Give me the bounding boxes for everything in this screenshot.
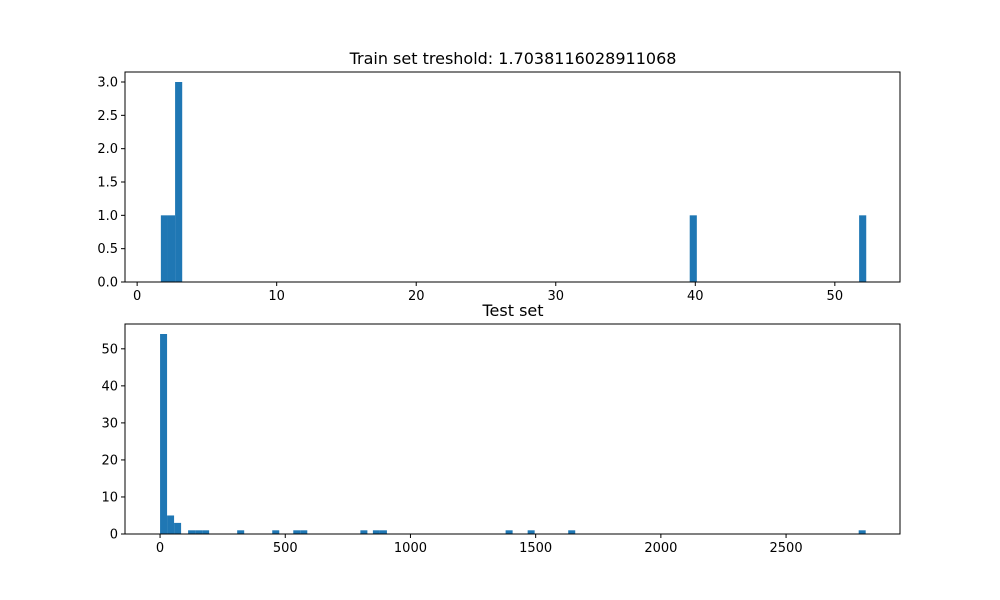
- test-chart-title: Test set: [481, 301, 543, 320]
- test-x-tick-label: 1500: [519, 541, 552, 556]
- test-axes-frame: [124, 323, 901, 535]
- train-histogram-bar: [859, 215, 867, 282]
- test-histogram-bar: [527, 530, 535, 534]
- train-y-tick-label: 1.0: [97, 209, 118, 224]
- train-y-tick-label: 1.5: [97, 176, 118, 191]
- train-bars: [160, 82, 867, 282]
- test-histogram-bar: [188, 530, 196, 534]
- train-histogram: Train set treshold: 1.7038116028911068 0…: [97, 49, 901, 304]
- test-histogram: Test set 0 500 1000 1500 2000 2500 0 10 20 30 40 5…: [101, 301, 901, 556]
- train-x-tick-label: 30: [547, 289, 564, 304]
- test-histogram-bar: [360, 530, 368, 534]
- test-x-tick-label: 500: [273, 541, 298, 556]
- train-histogram-bar: [167, 215, 176, 282]
- train-x-tick-label: 0: [133, 289, 141, 304]
- test-histogram-bar: [858, 530, 866, 534]
- train-x-tick-label: 40: [687, 289, 704, 304]
- test-x-tick-label: 2000: [644, 541, 677, 556]
- test-y-tick-label: 20: [101, 453, 118, 468]
- train-histogram-bar: [689, 215, 697, 282]
- test-histogram-bar: [568, 530, 576, 534]
- test-y-tick-label: 0: [110, 528, 118, 543]
- train-histogram-bar: [175, 82, 183, 282]
- test-y-tick-label: 30: [101, 416, 118, 431]
- train-y-tick-label: 3.0: [97, 76, 118, 91]
- test-histogram-bar: [160, 334, 168, 534]
- train-y-tick-label: 0.5: [97, 242, 118, 257]
- train-y-axis-ticks: 0.0 0.5 1.0 1.5 2.0 2.5 3.0: [97, 76, 125, 291]
- train-histogram-bar: [160, 215, 168, 282]
- train-chart-title: Train set treshold: 1.7038116028911068: [349, 49, 677, 68]
- test-x-tick-label: 0: [156, 541, 164, 556]
- test-histogram-bar: [372, 530, 380, 534]
- train-x-tick-label: 50: [827, 289, 844, 304]
- train-x-axis-ticks: 0 10 20 30 40 50: [133, 282, 843, 304]
- test-y-tick-label: 10: [101, 490, 118, 505]
- train-x-tick-label: 10: [268, 289, 285, 304]
- test-histogram-bar: [505, 530, 513, 534]
- test-histogram-bar: [174, 522, 182, 534]
- test-histogram-bar: [379, 530, 387, 534]
- test-histogram-bar: [202, 530, 210, 534]
- test-histogram-bar: [272, 530, 280, 534]
- train-axes-frame: [124, 71, 901, 283]
- test-histogram-bar: [293, 530, 301, 534]
- test-y-tick-label: 50: [101, 342, 118, 357]
- test-y-tick-label: 40: [101, 379, 118, 394]
- test-histogram-bar: [167, 515, 175, 534]
- test-x-axis-ticks: 0 500 1000 1500 2000 2500: [156, 534, 803, 556]
- test-histogram-bar: [195, 530, 203, 534]
- test-bars: [160, 334, 866, 534]
- train-y-tick-label: 0.0: [97, 276, 118, 291]
- test-y-axis-ticks: 0 10 20 30 40 50: [101, 342, 125, 543]
- train-x-tick-label: 20: [408, 289, 425, 304]
- train-y-tick-label: 2.0: [97, 142, 118, 157]
- train-y-tick-label: 2.5: [97, 109, 118, 124]
- test-x-tick-label: 1000: [394, 541, 427, 556]
- test-x-tick-label: 2500: [770, 541, 803, 556]
- test-histogram-bar: [300, 530, 308, 534]
- test-histogram-bar: [237, 530, 245, 534]
